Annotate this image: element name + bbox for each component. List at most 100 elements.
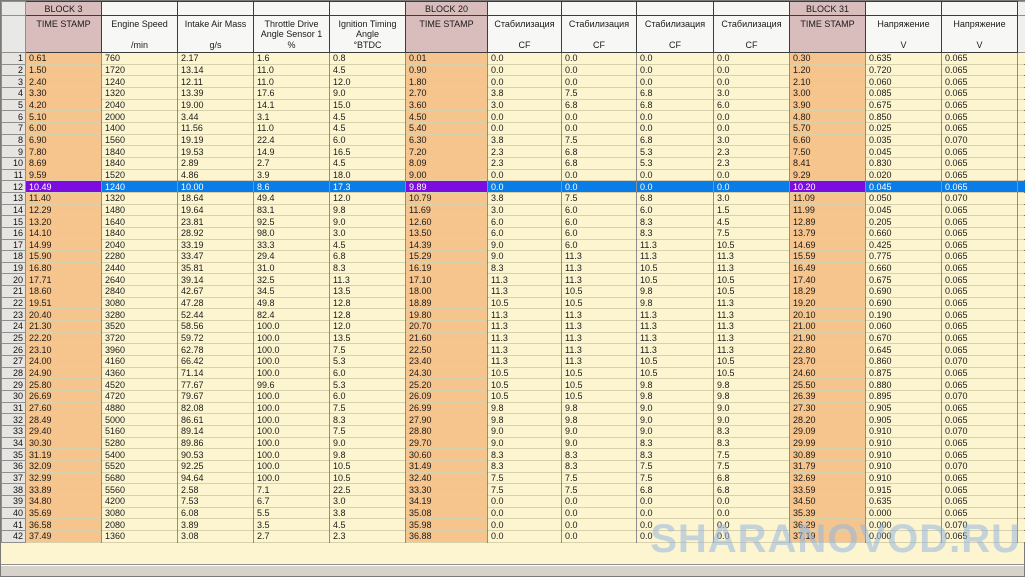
data-cell[interactable]: 0.0 — [561, 110, 637, 123]
data-cell[interactable]: 100.0 — [253, 472, 330, 485]
table-row[interactable]: 39 34.80 4200 7.53 6.7 3.0 34.19 0.0 0.0 0.0 0.0 34… — [1, 494, 1025, 508]
data-cell[interactable]: 0.190 — [865, 308, 942, 322]
data-cell[interactable]: 0.0 — [713, 75, 790, 88]
data-cell[interactable]: 18.64 — [177, 192, 254, 205]
data-cell[interactable]: 9.8 — [487, 402, 562, 415]
data-cell[interactable]: 6.0 — [636, 204, 714, 217]
timestamp-cell[interactable]: 6.60 — [789, 134, 866, 147]
data-cell[interactable]: 0.020 — [865, 169, 942, 182]
data-cell[interactable]: 10.5 — [487, 367, 562, 380]
data-cell[interactable]: 90.53 — [177, 448, 254, 461]
timestamp-cell[interactable]: 31.19 — [25, 448, 102, 461]
data-cell[interactable]: 3080 — [101, 507, 178, 520]
data-cell[interactable]: 0.635 — [865, 52, 942, 65]
data-cell[interactable]: 10.5 — [713, 355, 790, 368]
data-cell[interactable]: 15.0 — [329, 99, 406, 112]
data-cell[interactable]: 0.045 — [865, 180, 942, 193]
data-cell[interactable]: 19.00 — [177, 99, 254, 112]
data-cell[interactable]: 0.775 — [865, 250, 942, 263]
row-number[interactable]: 27 — [1, 355, 26, 368]
data-cell[interactable]: 0.050 — [865, 192, 942, 205]
data-cell[interactable]: 11.3 — [713, 332, 790, 345]
timestamp-cell[interactable]: 33.30 — [405, 483, 488, 496]
data-cell[interactable]: 0.0 — [487, 495, 562, 508]
data-cell[interactable]: 5680 — [101, 472, 178, 485]
timestamp-cell[interactable]: 35.98 — [405, 518, 488, 531]
data-cell[interactable]: 10.5 — [561, 390, 637, 403]
row-number[interactable]: 33 — [1, 425, 26, 438]
data-cell[interactable]: 12.0 — [329, 75, 406, 88]
data-cell[interactable]: 0.670 — [865, 332, 942, 345]
data-cell[interactable]: 5.3 — [329, 378, 406, 392]
data-cell[interactable]: 11.3 — [561, 320, 637, 333]
data-cell[interactable]: 12.8 — [329, 297, 406, 310]
data-cell[interactable]: 7.5 — [713, 448, 790, 461]
timestamp-cell[interactable]: 34.19 — [405, 495, 488, 508]
data-cell[interactable]: 100.0 — [253, 355, 330, 368]
data-cell[interactable]: 6.8 — [636, 99, 714, 112]
table-row[interactable]: 3 2.40 1240 12.11 11.0 12.0 1.80 0.0 0.0 0.0 0.0 2.… — [1, 75, 1025, 88]
table-row[interactable]: 2 1.50 1720 13.14 11.0 4.5 0.90 0.0 0.0 0.0 0.0 1.2… — [1, 63, 1025, 77]
data-cell[interactable]: 0.0 — [561, 169, 637, 182]
data-cell[interactable]: 7.5 — [487, 483, 562, 496]
data-cell[interactable]: 83.1 — [253, 204, 330, 217]
data-cell[interactable]: 100.0 — [253, 343, 330, 357]
data-cell[interactable]: 3.5 — [253, 518, 330, 531]
data-cell[interactable]: 0.0 — [487, 52, 562, 65]
data-cell[interactable]: 4.5 — [329, 110, 406, 123]
data-cell[interactable]: 9.8 — [561, 402, 637, 415]
data-cell[interactable]: 100.0 — [253, 402, 330, 415]
timestamp-cell[interactable]: 33.89 — [25, 483, 102, 496]
data-cell[interactable]: 8.3 — [329, 262, 406, 275]
data-cell[interactable]: 6.8 — [713, 472, 790, 485]
data-cell[interactable]: 29.4 — [253, 250, 330, 263]
data-cell[interactable]: 4.86 — [177, 169, 254, 182]
data-cell[interactable]: 0.875 — [865, 367, 942, 380]
timestamp-cell[interactable]: 9.89 — [405, 180, 488, 193]
data-cell[interactable]: 10.5 — [636, 262, 714, 275]
data-cell[interactable]: 11.3 — [713, 250, 790, 263]
data-cell[interactable]: 0.910 — [865, 472, 942, 485]
data-cell[interactable]: 0.025 — [865, 122, 942, 135]
data-cell[interactable]: 9.0 — [561, 437, 637, 450]
row-number[interactable]: 25 — [1, 331, 26, 345]
data-cell[interactable]: 6.0 — [329, 390, 406, 403]
table-row[interactable]: 21 18.60 2840 42.67 34.5 13.5 18.00 11.3 10.5 9.8… — [1, 285, 1025, 298]
row-number[interactable]: 6 — [1, 110, 26, 123]
table-row[interactable]: 33 29.40 5160 89.14 100.0 7.5 28.80 9.0 9.0 9.0 8.… — [1, 425, 1025, 438]
data-cell[interactable]: 7.5 — [329, 425, 406, 438]
data-cell[interactable]: 0.070 — [941, 390, 1018, 403]
data-cell[interactable]: 9.8 — [329, 204, 406, 217]
data-cell[interactable]: 2080 — [101, 518, 178, 531]
data-cell[interactable]: 49.8 — [253, 297, 330, 310]
data-cell[interactable]: 8.3 — [636, 227, 714, 240]
row-number[interactable]: 5 — [1, 98, 26, 112]
data-cell[interactable]: 2840 — [101, 285, 178, 298]
data-cell[interactable]: 8.3 — [636, 448, 714, 461]
timestamp-cell[interactable]: 20.70 — [405, 320, 488, 333]
data-cell[interactable]: 3.0 — [487, 99, 562, 112]
data-cell[interactable]: 4.5 — [329, 122, 406, 135]
timestamp-cell[interactable]: 21.00 — [789, 320, 866, 333]
data-cell[interactable]: 11.3 — [487, 332, 562, 345]
data-cell[interactable]: 0.0 — [713, 110, 790, 123]
data-cell[interactable]: 7.5 — [561, 472, 637, 485]
data-cell[interactable]: 6.8 — [636, 192, 714, 205]
data-cell[interactable]: 0.0 — [561, 122, 637, 135]
data-cell[interactable]: 11.3 — [636, 343, 714, 357]
row-number[interactable]: 17 — [1, 238, 26, 252]
timestamp-cell[interactable]: 25.20 — [405, 378, 488, 392]
timestamp-cell[interactable]: 0.30 — [789, 52, 866, 65]
data-cell[interactable]: 11.3 — [636, 250, 714, 263]
data-cell[interactable]: 0.070 — [941, 425, 1018, 438]
data-cell[interactable]: 0.0 — [636, 507, 714, 520]
timestamp-cell[interactable]: 14.69 — [789, 239, 866, 252]
timestamp-cell[interactable]: 37.49 — [25, 530, 102, 543]
data-cell[interactable]: 0.065 — [941, 285, 1018, 298]
data-cell[interactable]: 8.3 — [636, 215, 714, 228]
timestamp-cell[interactable]: 15.90 — [25, 250, 102, 263]
data-cell[interactable]: 9.8 — [713, 378, 790, 392]
row-number[interactable]: 39 — [1, 494, 26, 508]
timestamp-cell[interactable]: 15.29 — [405, 250, 488, 263]
table-row[interactable]: 30 26.69 4720 79.67 100.0 6.0 26.09 10.5 10.5 9.8… — [1, 390, 1025, 403]
